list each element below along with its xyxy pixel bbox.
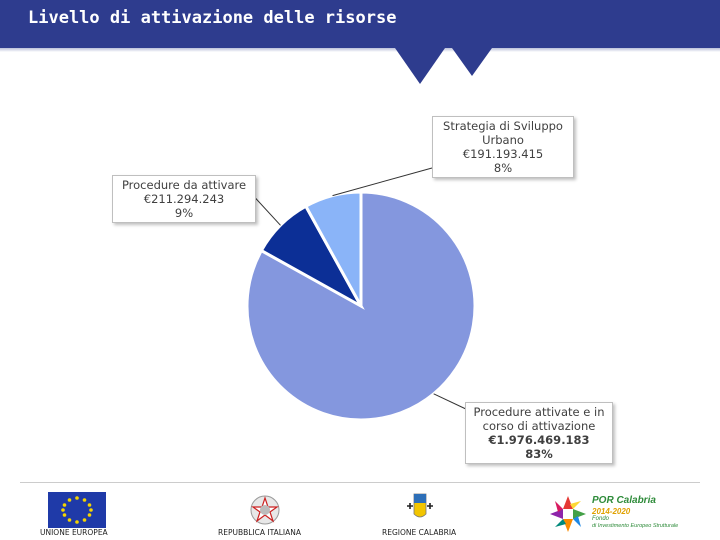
por-calabria-icon (550, 496, 586, 532)
pie-chart (245, 167, 477, 422)
pie-label-line: Strategia di Sviluppo (443, 119, 563, 133)
pie-label-procedure-attivate: Procedure attivate e in corso di attivaz… (465, 402, 613, 464)
pie-label-line: corso di attivazione (482, 419, 596, 433)
pie-label-percent: 83% (525, 447, 553, 461)
regione-calabria-icon (407, 493, 433, 518)
eu-flag-icon (48, 492, 106, 528)
footer-logo-label: REPUBBLICA ITALIANA (218, 528, 301, 537)
pie-label-percent: 9% (174, 206, 194, 220)
footer-logo-label: UNIONE EUROPEA (40, 528, 108, 537)
pie-label-line: Urbano (482, 133, 524, 147)
header-bar: Livello di attivazione delle risorse (0, 0, 720, 48)
pie-label-value: €191.193.415 (462, 147, 544, 161)
pie-leader-line (332, 167, 433, 197)
footer-divider (20, 482, 700, 483)
pie-slice-strategia-sviluppo-urbano (303, 190, 363, 307)
pie-label-line: Procedure da attivare (121, 178, 247, 192)
pie-label-percent: 8% (493, 161, 513, 175)
footer-logo-label: REGIONE CALABRIA (382, 528, 457, 537)
por-years: 2014-2020 (592, 507, 631, 516)
pie-label-value: €1.976.469.183 (488, 433, 590, 447)
pie-leader-line (433, 393, 469, 411)
por-sub1: Fondo (592, 516, 610, 522)
pie-label-line: Procedure attivate e in (473, 405, 605, 419)
pie-label-procedure-da-attivare: Procedure da attivare €211.294.243 9% (112, 175, 256, 223)
header-tab-decoration (395, 48, 492, 84)
italian-emblem-icon (250, 495, 280, 525)
pie-label-value: €211.294.243 (143, 192, 225, 206)
page-title: Livello di attivazione delle risorse (28, 8, 397, 28)
header-shadow (0, 48, 720, 52)
pie-label-strategia-sviluppo-urbano: Strategia di Sviluppo Urbano €191.193.41… (432, 116, 574, 178)
por-sub2: di Investimento Europeo Strutturale (592, 523, 679, 529)
por-title: POR Calabria (592, 495, 656, 506)
